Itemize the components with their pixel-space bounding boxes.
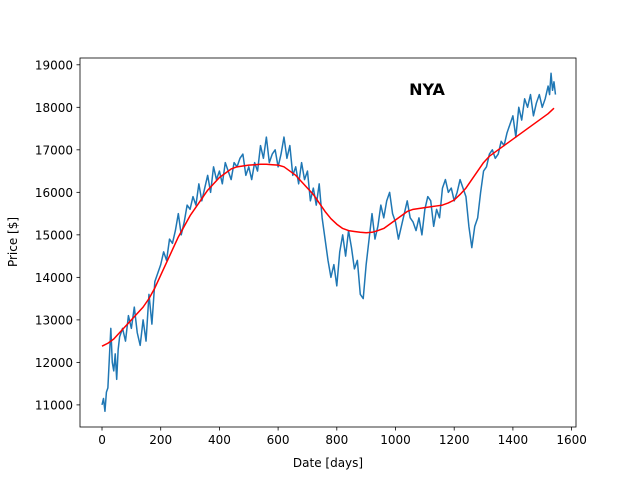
x-tick-label: 800 bbox=[325, 433, 348, 447]
series-line-1 bbox=[101, 72, 557, 413]
x-tick-label: 1600 bbox=[556, 433, 587, 447]
x-tick-label: 600 bbox=[267, 433, 290, 447]
x-tick-label: 1400 bbox=[498, 433, 529, 447]
y-tick-label: 17000 bbox=[35, 143, 73, 157]
y-axis-label: Price [$] bbox=[6, 217, 20, 267]
y-tick-label: 15000 bbox=[35, 228, 73, 242]
series-line-2 bbox=[101, 107, 555, 347]
x-tick-label: 400 bbox=[208, 433, 231, 447]
y-tick-label: 12000 bbox=[35, 356, 73, 370]
x-axis-label: Date [days] bbox=[293, 456, 363, 470]
plot-area bbox=[101, 72, 557, 413]
x-tick-label: 1200 bbox=[439, 433, 470, 447]
y-tick-label: 19000 bbox=[35, 58, 73, 72]
y-tick-label: 14000 bbox=[35, 271, 73, 285]
chart-title: NYA bbox=[409, 80, 445, 99]
y-tick-label: 16000 bbox=[35, 186, 73, 200]
x-tick-label: 0 bbox=[98, 433, 106, 447]
x-tick-label: 1000 bbox=[380, 433, 411, 447]
y-tick-label: 11000 bbox=[35, 398, 73, 412]
plot-frame bbox=[79, 57, 577, 428]
axes: 0 200 400 600 800 1000 1200 1400 1600 11000 12000 1… bbox=[35, 57, 587, 447]
x-tick-label: 200 bbox=[149, 433, 172, 447]
y-tick-label: 13000 bbox=[35, 313, 73, 327]
y-tick-label: 18000 bbox=[35, 101, 73, 115]
